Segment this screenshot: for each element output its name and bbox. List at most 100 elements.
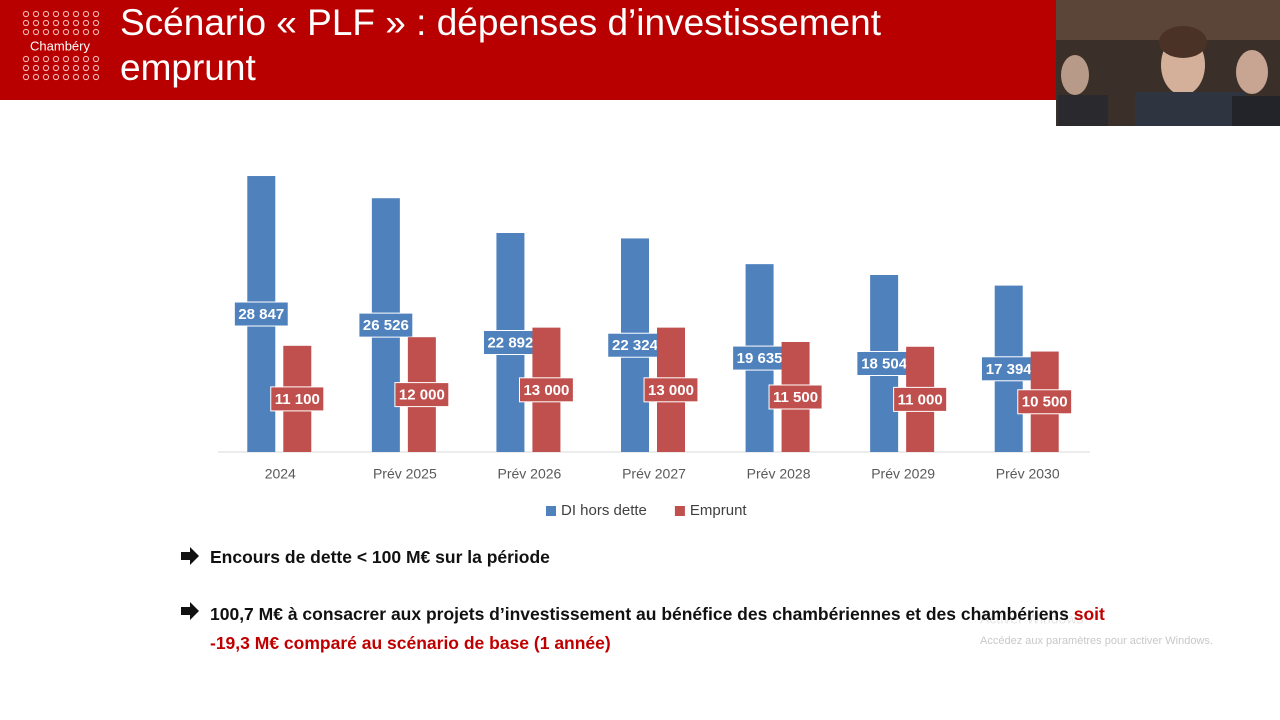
logo-dot <box>62 28 70 36</box>
bullet: 100,7 M€ à consacrer aux projets d’inves… <box>210 600 1105 658</box>
bullet-text: Encours de dette < 100 M€ sur la période <box>210 547 550 567</box>
logo-dot <box>22 64 30 72</box>
logo-dot <box>92 19 100 27</box>
value-label: 17 394 <box>986 361 1033 378</box>
logo-dot <box>52 73 60 81</box>
person <box>1135 92 1245 126</box>
value-label: 18 504 <box>861 355 908 372</box>
value-label-box <box>270 386 325 412</box>
value-label-box <box>358 312 414 338</box>
value-label: 28 847 <box>238 306 284 323</box>
bullet-highlight: soit -19,3 M€ comparé au scénario de bas… <box>210 604 1105 653</box>
logo-dot <box>42 19 50 27</box>
value-label: 22 324 <box>612 337 659 354</box>
logo-dot <box>52 28 60 36</box>
value-label-box <box>482 329 538 355</box>
logo-dot <box>32 28 40 36</box>
logo-dot <box>52 64 60 72</box>
logo-dot <box>32 55 40 63</box>
slide-title: emprunt <box>120 47 256 88</box>
logo-dot <box>92 55 100 63</box>
logo-dot <box>32 64 40 72</box>
logo-dot <box>72 28 80 36</box>
value-label: 11 500 <box>773 389 818 406</box>
x-tick-label: Prév 2027 <box>622 466 686 482</box>
logo-dot <box>82 73 90 81</box>
logo-dot <box>42 55 50 63</box>
logo-dot <box>62 19 70 27</box>
person <box>1236 50 1268 94</box>
value-label: 13 000 <box>523 382 569 399</box>
value-label-box <box>893 386 948 412</box>
logo-dot <box>62 10 70 18</box>
value-label-box <box>856 350 912 376</box>
x-tick-label: Prév 2026 <box>498 466 562 482</box>
bullet-arrow <box>181 602 199 620</box>
logo-dot <box>32 10 40 18</box>
logo-dot <box>82 55 90 63</box>
x-tick-label: Prév 2029 <box>871 466 935 482</box>
logo-dot <box>62 73 70 81</box>
value-label: 22 892 <box>487 334 533 351</box>
logo-dot <box>42 64 50 72</box>
logo-dots <box>22 10 100 81</box>
slide-title: Scénario « PLF » : dépenses d’investisse… <box>120 2 882 43</box>
legend-swatch <box>674 506 685 516</box>
logo-dot <box>92 64 100 72</box>
logo-dot <box>72 10 80 18</box>
x-tick-label: 2024 <box>265 466 296 482</box>
logo-dot <box>82 19 90 27</box>
legend-label: Emprunt <box>690 502 748 519</box>
logo-dot <box>42 73 50 81</box>
logo-dot <box>22 28 30 36</box>
x-tick-label: Prév 2025 <box>373 466 437 482</box>
person <box>1061 55 1089 95</box>
webcam <box>1056 0 1280 126</box>
logo-dot <box>42 10 50 18</box>
legend-swatch <box>546 506 556 516</box>
logo-dot <box>22 73 30 81</box>
logo-dot <box>92 73 100 81</box>
watermark-title: Activer Windows <box>980 611 1083 627</box>
logo-dot <box>52 55 60 63</box>
x-tick-label: Prév 2028 <box>747 466 811 482</box>
logo-dot <box>32 19 40 27</box>
logo-dot <box>62 55 70 63</box>
logo-dot <box>22 55 30 63</box>
logo-dot <box>32 73 40 81</box>
value-label: 10 500 <box>1022 394 1068 411</box>
logo-dot <box>92 28 100 36</box>
chart: 2024 28 847 11 100 Prév 2025 26 526 12 000 Pré… <box>233 176 1073 519</box>
value-label-box <box>233 301 289 327</box>
person-hair <box>1159 26 1207 58</box>
logo-dot <box>72 55 80 63</box>
value-label: 19 635 <box>737 350 783 367</box>
value-label: 26 526 <box>363 317 409 334</box>
value-label: 11 000 <box>898 391 943 408</box>
logo-dot <box>52 19 60 27</box>
logo-dot <box>22 19 30 27</box>
value-label-box <box>643 377 699 403</box>
logo-dot <box>62 64 70 72</box>
logo-dot <box>72 19 80 27</box>
value-label-box <box>1017 389 1073 415</box>
logo-dot <box>22 10 30 18</box>
legend-label: DI hors dette <box>561 502 647 519</box>
bullet-arrow <box>181 547 199 565</box>
logo-dot <box>42 28 50 36</box>
logo-dot <box>82 10 90 18</box>
value-label: 13 000 <box>648 382 694 399</box>
logo-dot <box>52 10 60 18</box>
bullet-text: 100,7 M€ à consacrer aux projets d’inves… <box>210 604 1069 624</box>
value-label-box <box>518 377 574 403</box>
value-label-box <box>394 382 450 408</box>
value-label: 11 100 <box>275 391 320 408</box>
value-label: 12 000 <box>399 387 445 404</box>
logo-dot <box>72 64 80 72</box>
logo-dot <box>92 10 100 18</box>
x-tick-label: Prév 2030 <box>996 466 1060 482</box>
value-label-box <box>768 384 823 410</box>
person <box>1058 95 1108 126</box>
